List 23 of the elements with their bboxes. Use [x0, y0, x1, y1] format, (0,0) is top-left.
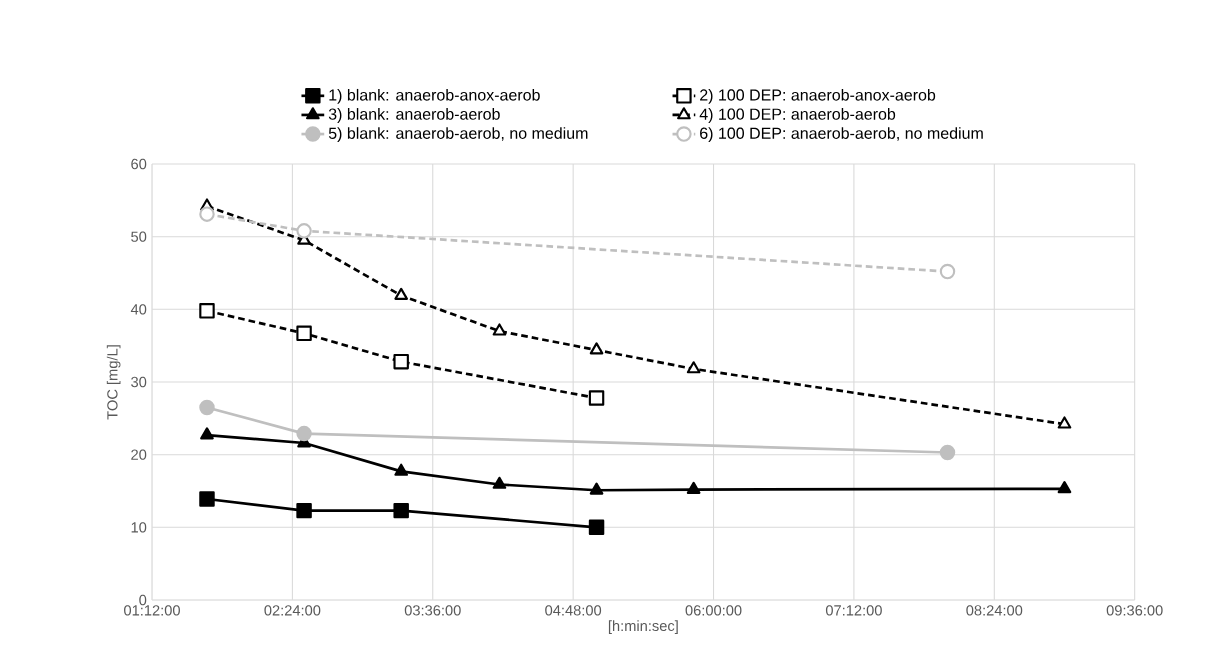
y-tick-label: 60	[131, 158, 147, 170]
x-axis-title: [h:min:sec]	[608, 620, 678, 635]
y-tick-label: 50	[131, 231, 147, 243]
legend-label: 4) 100 DEP: anaerob-aerob	[699, 108, 896, 124]
legend-label: 1) blank: anaerob-anox-aerob	[329, 89, 540, 104]
x-tick-label: 08:24:00	[966, 605, 1023, 616]
y-axis-title: TOC [mg/L]	[106, 345, 121, 420]
legend-label: 3) blank: anaerob-aerob	[328, 108, 500, 124]
x-tick-label: 03:36:00	[404, 605, 461, 616]
legend-label: 6) 100 DEP: anaerob-aerob, no medium	[700, 127, 983, 143]
legend-label: 2) 100 DEP: anaerob-anox-aerob	[700, 89, 936, 104]
x-tick-label: 07:12:00	[825, 605, 882, 616]
x-tick-label: 09:36:00	[1106, 605, 1163, 616]
y-tick-label: 30	[131, 376, 147, 388]
y-tick-label: 10	[131, 522, 147, 533]
legend-label: 5) blank: anaerob-aerob, no medium	[328, 127, 588, 143]
x-tick-label: 02:24:00	[264, 605, 321, 616]
y-tick-label: 40	[130, 304, 147, 315]
x-tick-label: 01:12:00	[124, 605, 180, 616]
y-tick-label: 20	[131, 449, 147, 461]
y-tick-label: 0	[139, 594, 147, 606]
x-tick-label: 06:00:00	[685, 605, 742, 616]
x-tick-label: 04:48:00	[545, 605, 602, 616]
